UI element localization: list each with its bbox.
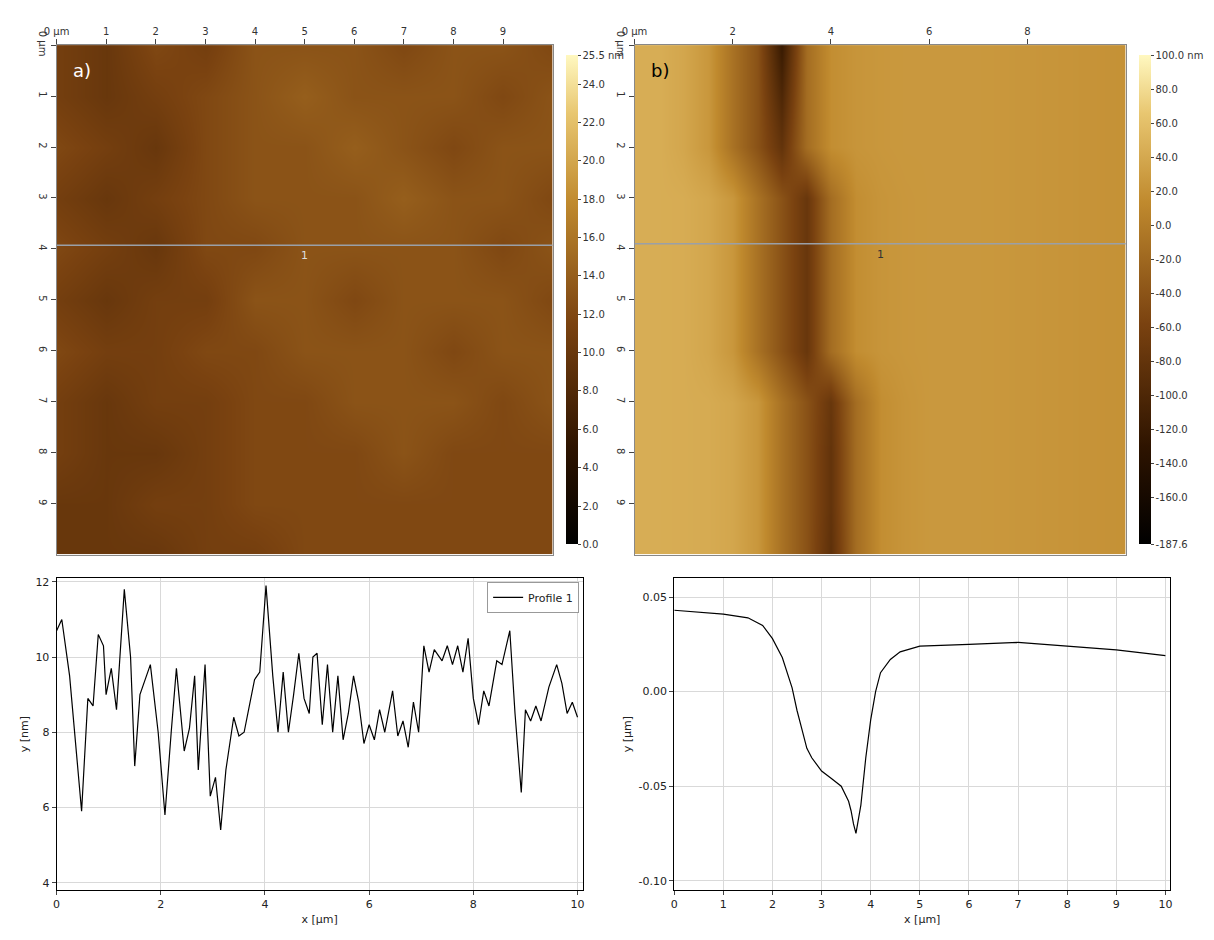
svg-text:9: 9 — [1113, 898, 1120, 911]
svg-text:0.05: 0.05 — [643, 591, 668, 604]
svg-text:6: 6 — [965, 898, 972, 911]
svg-text:-60.0: -60.0 — [1156, 322, 1182, 333]
svg-text:-140.0: -140.0 — [1156, 458, 1188, 469]
svg-text:4: 4 — [261, 898, 268, 911]
svg-text:Profile 1: Profile 1 — [528, 592, 573, 605]
svg-text:y [µm]: y [µm] — [621, 716, 634, 752]
svg-text:1: 1 — [103, 26, 109, 37]
svg-text:16.0: 16.0 — [583, 232, 605, 243]
svg-text:1: 1 — [301, 249, 308, 262]
svg-text:40.0: 40.0 — [1156, 152, 1178, 163]
svg-text:3: 3 — [818, 898, 825, 911]
svg-text:1: 1 — [37, 91, 48, 97]
svg-text:2: 2 — [153, 26, 159, 37]
svg-text:x [µm]: x [µm] — [302, 913, 338, 926]
svg-text:10: 10 — [1158, 898, 1172, 911]
svg-text:2: 2 — [615, 142, 626, 148]
svg-text:2: 2 — [730, 26, 736, 37]
svg-text:12: 12 — [35, 576, 49, 589]
svg-text:8: 8 — [42, 726, 49, 739]
svg-text:5: 5 — [615, 295, 626, 301]
svg-text:-0.05: -0.05 — [639, 780, 667, 793]
svg-text:0.0: 0.0 — [1156, 220, 1172, 231]
svg-text:2: 2 — [157, 898, 164, 911]
svg-text:0.00: 0.00 — [643, 685, 668, 698]
svg-text:20.0: 20.0 — [583, 155, 605, 166]
svg-text:-20.0: -20.0 — [1156, 254, 1182, 265]
svg-text:7: 7 — [615, 397, 626, 403]
svg-text:6: 6 — [42, 801, 49, 814]
svg-text:4: 4 — [615, 244, 626, 250]
svg-text:0: 0 — [53, 898, 60, 911]
svg-text:3: 3 — [615, 193, 626, 199]
svg-text:6: 6 — [615, 346, 626, 352]
svg-text:4: 4 — [42, 877, 49, 890]
svg-text:2: 2 — [37, 142, 48, 148]
svg-text:8: 8 — [615, 448, 626, 454]
svg-text:0 µm: 0 µm — [37, 31, 48, 57]
svg-text:a): a) — [73, 60, 91, 81]
svg-text:6: 6 — [366, 898, 373, 911]
svg-text:4: 4 — [37, 244, 48, 250]
svg-text:9: 9 — [37, 499, 48, 505]
svg-text:x [µm]: x [µm] — [904, 913, 940, 926]
svg-text:3: 3 — [202, 26, 208, 37]
svg-text:6: 6 — [351, 26, 357, 37]
svg-text:b): b) — [651, 60, 669, 81]
svg-text:0.0: 0.0 — [583, 539, 599, 550]
svg-text:3: 3 — [37, 193, 48, 199]
svg-text:-40.0: -40.0 — [1156, 288, 1182, 299]
svg-text:6: 6 — [926, 26, 932, 37]
svg-text:24.0: 24.0 — [583, 79, 605, 90]
svg-text:-187.6: -187.6 — [1156, 539, 1188, 550]
svg-text:-100.0: -100.0 — [1156, 390, 1188, 401]
svg-text:0 µm: 0 µm — [622, 26, 648, 37]
svg-text:12.0: 12.0 — [583, 309, 605, 320]
svg-text:25.5 nm: 25.5 nm — [583, 50, 625, 61]
svg-text:9: 9 — [615, 499, 626, 505]
svg-text:0: 0 — [671, 898, 678, 911]
svg-text:6: 6 — [37, 346, 48, 352]
svg-text:100.0 nm: 100.0 nm — [1156, 50, 1204, 61]
svg-text:-160.0: -160.0 — [1156, 492, 1188, 503]
svg-text:-120.0: -120.0 — [1156, 424, 1188, 435]
svg-text:y [nm]: y [nm] — [18, 716, 31, 752]
svg-text:14.0: 14.0 — [583, 270, 605, 281]
svg-text:4: 4 — [867, 898, 874, 911]
svg-text:6.0: 6.0 — [583, 424, 599, 435]
svg-text:1: 1 — [877, 248, 884, 261]
svg-text:-0.10: -0.10 — [639, 875, 667, 888]
svg-text:7: 7 — [401, 26, 407, 37]
svg-text:8: 8 — [470, 898, 477, 911]
svg-text:7: 7 — [37, 397, 48, 403]
svg-text:4: 4 — [252, 26, 258, 37]
svg-text:1: 1 — [615, 91, 626, 97]
svg-text:60.0: 60.0 — [1156, 118, 1178, 129]
svg-text:10: 10 — [35, 651, 49, 664]
svg-text:18.0: 18.0 — [583, 194, 605, 205]
svg-text:5: 5 — [301, 26, 307, 37]
svg-text:8: 8 — [450, 26, 456, 37]
svg-text:0 µm: 0 µm — [615, 31, 626, 57]
svg-text:1: 1 — [720, 898, 727, 911]
svg-text:7: 7 — [1015, 898, 1022, 911]
svg-text:4.0: 4.0 — [583, 462, 599, 473]
svg-text:10: 10 — [571, 898, 585, 911]
svg-text:5: 5 — [916, 898, 923, 911]
svg-text:0 µm: 0 µm — [44, 26, 70, 37]
svg-text:2: 2 — [769, 898, 776, 911]
svg-text:20.0: 20.0 — [1156, 186, 1178, 197]
svg-text:8: 8 — [1064, 898, 1071, 911]
svg-text:5: 5 — [37, 295, 48, 301]
svg-text:22.0: 22.0 — [583, 117, 605, 128]
svg-text:8: 8 — [37, 448, 48, 454]
svg-text:8.0: 8.0 — [583, 385, 599, 396]
svg-text:80.0: 80.0 — [1156, 84, 1178, 95]
svg-text:-80.0: -80.0 — [1156, 356, 1182, 367]
svg-text:2.0: 2.0 — [583, 501, 599, 512]
svg-text:8: 8 — [1024, 26, 1030, 37]
svg-text:10.0: 10.0 — [583, 347, 605, 358]
svg-text:4: 4 — [828, 26, 834, 37]
svg-text:9: 9 — [500, 26, 506, 37]
